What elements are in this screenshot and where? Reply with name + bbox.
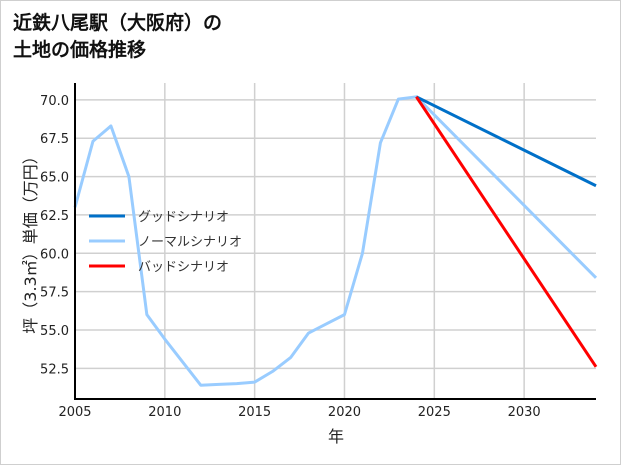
y-tick-label: 62.5 <box>40 209 69 224</box>
series-line-2 <box>415 95 598 368</box>
legend-label: ノーマルシナリオ <box>138 235 242 250</box>
x-tick-label: 2025 <box>418 405 451 420</box>
series-line-0 <box>415 95 597 188</box>
y-tick-label: 65.0 <box>40 171 69 186</box>
series-line-1 <box>73 95 598 387</box>
legend-label: バッドシナリオ <box>138 260 229 275</box>
title-line-1: 近鉄八尾駅（大阪府）の <box>13 12 223 34</box>
x-tick-label: 2020 <box>328 405 361 420</box>
y-tick-label: 52.5 <box>40 362 69 377</box>
x-tick-label: 2030 <box>508 405 541 420</box>
x-tick-label: 2010 <box>148 405 181 420</box>
y-tick-label: 60.0 <box>40 247 69 262</box>
legend-label: グッドシナリオ <box>138 210 229 225</box>
chart-title: 近鉄八尾駅（大阪府）の 土地の価格推移 <box>13 10 222 64</box>
y-tick-label: 67.5 <box>40 132 69 147</box>
x-tick-label: 2015 <box>238 405 271 420</box>
y-tick-label: 57.5 <box>40 286 69 301</box>
y-tick-label: 70.0 <box>40 94 69 109</box>
y-tick-label: 55.0 <box>40 324 69 339</box>
y-axis-label: 坪（3.3㎡）単価（万円） <box>21 148 40 333</box>
x-axis-label: 年 <box>328 427 344 446</box>
x-tick-label: 2005 <box>58 405 91 420</box>
title-line-2: 土地の価格推移 <box>13 39 147 61</box>
